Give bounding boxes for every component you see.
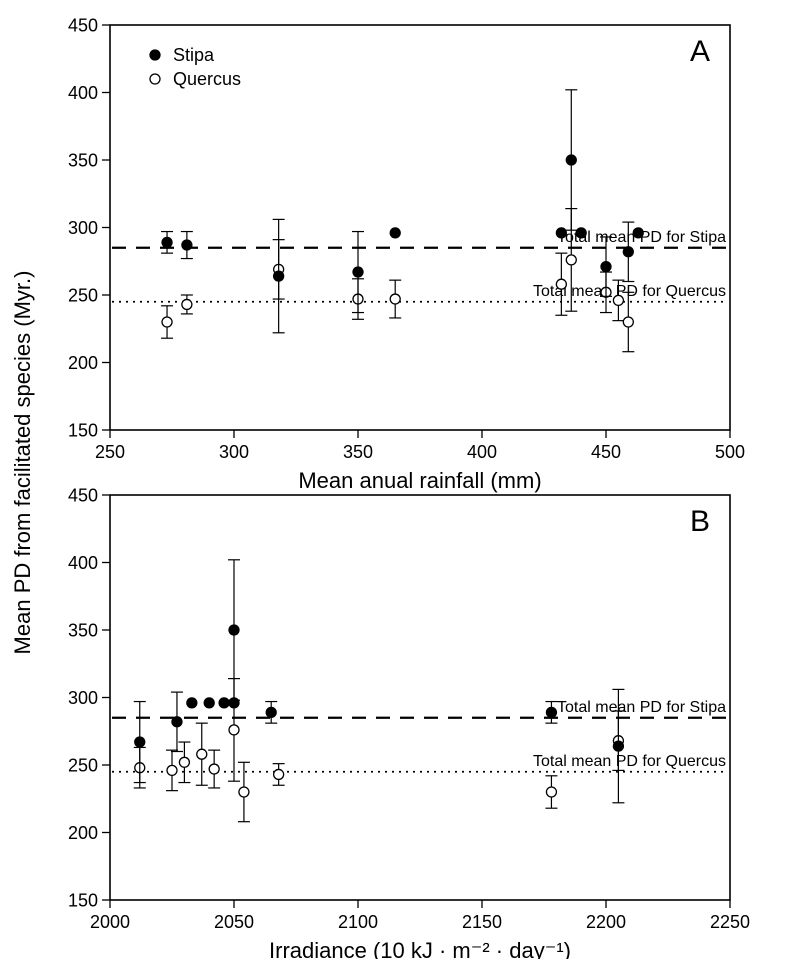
stipa-marker xyxy=(274,271,284,281)
stipa-marker xyxy=(204,698,214,708)
figure-container: Mean PD from facilitated species (Myr.) 2… xyxy=(0,0,800,959)
y-axis-label: Mean PD from facilitated species (Myr.) xyxy=(10,271,35,655)
quercus-marker xyxy=(167,765,177,775)
quercus-marker xyxy=(556,279,566,289)
x-axis-label: Mean anual rainfall (mm) xyxy=(298,468,541,493)
stipa-marker xyxy=(172,717,182,727)
stipa-marker xyxy=(566,155,576,165)
stipa-marker xyxy=(601,262,611,272)
stipa-marker xyxy=(613,741,623,751)
quercus-marker xyxy=(566,255,576,265)
y-tick-label: 450 xyxy=(68,15,98,35)
quercus-marker xyxy=(162,317,172,327)
stipa-marker xyxy=(162,237,172,247)
stipa-marker xyxy=(633,228,643,238)
y-tick-label: 150 xyxy=(68,890,98,910)
panel-letter: A xyxy=(690,35,710,68)
y-tick-label: 350 xyxy=(68,620,98,640)
chart-svg: Mean PD from facilitated species (Myr.) 2… xyxy=(0,0,800,959)
quercus-marker xyxy=(274,769,284,779)
stipa-marker xyxy=(623,247,633,257)
stipa-marker xyxy=(390,228,400,238)
x-tick-label: 400 xyxy=(467,442,497,462)
y-tick-label: 350 xyxy=(68,150,98,170)
x-tick-label: 300 xyxy=(219,442,249,462)
quercus-marker xyxy=(623,317,633,327)
quercus-marker xyxy=(239,787,249,797)
mean-stipa-label: Total mean PD for Stipa xyxy=(557,699,726,716)
x-tick-label: 350 xyxy=(343,442,373,462)
stipa-marker xyxy=(546,707,556,717)
x-tick-label: 2150 xyxy=(462,912,502,932)
y-tick-label: 400 xyxy=(68,83,98,103)
x-tick-label: 500 xyxy=(715,442,745,462)
stipa-marker xyxy=(353,267,363,277)
quercus-marker xyxy=(546,787,556,797)
plot-frame xyxy=(110,495,730,900)
x-tick-label: 2250 xyxy=(710,912,750,932)
quercus-marker xyxy=(182,299,192,309)
stipa-marker xyxy=(135,737,145,747)
quercus-marker xyxy=(179,757,189,767)
y-tick-label: 300 xyxy=(68,688,98,708)
x-axis-label: Irradiance (10 kJ · m⁻² · day⁻¹) xyxy=(269,938,571,959)
y-tick-label: 300 xyxy=(68,218,98,238)
mean-quercus-label: Total mean PD for Quercus xyxy=(533,753,726,770)
y-tick-label: 400 xyxy=(68,553,98,573)
quercus-marker xyxy=(229,725,239,735)
x-tick-label: 2100 xyxy=(338,912,378,932)
legend-stipa-marker xyxy=(150,50,160,60)
stipa-marker xyxy=(576,228,586,238)
quercus-marker xyxy=(209,764,219,774)
legend-quercus-label: Quercus xyxy=(173,69,241,89)
y-tick-label: 200 xyxy=(68,823,98,843)
quercus-marker xyxy=(197,749,207,759)
legend-stipa-label: Stipa xyxy=(173,45,215,65)
x-tick-label: 2050 xyxy=(214,912,254,932)
stipa-marker xyxy=(229,698,239,708)
y-tick-label: 250 xyxy=(68,755,98,775)
stipa-marker xyxy=(229,625,239,635)
quercus-marker xyxy=(390,294,400,304)
stipa-marker xyxy=(219,698,229,708)
y-tick-label: 150 xyxy=(68,420,98,440)
stipa-marker xyxy=(182,240,192,250)
legend-quercus-marker xyxy=(150,74,160,84)
y-tick-label: 250 xyxy=(68,285,98,305)
x-tick-label: 250 xyxy=(95,442,125,462)
stipa-marker xyxy=(187,698,197,708)
panel-letter: B xyxy=(690,505,710,538)
stipa-marker xyxy=(266,707,276,717)
quercus-marker xyxy=(613,295,623,305)
x-tick-label: 450 xyxy=(591,442,621,462)
stipa-marker xyxy=(556,228,566,238)
y-tick-label: 450 xyxy=(68,485,98,505)
x-tick-label: 2000 xyxy=(90,912,130,932)
x-tick-label: 2200 xyxy=(586,912,626,932)
y-tick-label: 200 xyxy=(68,353,98,373)
